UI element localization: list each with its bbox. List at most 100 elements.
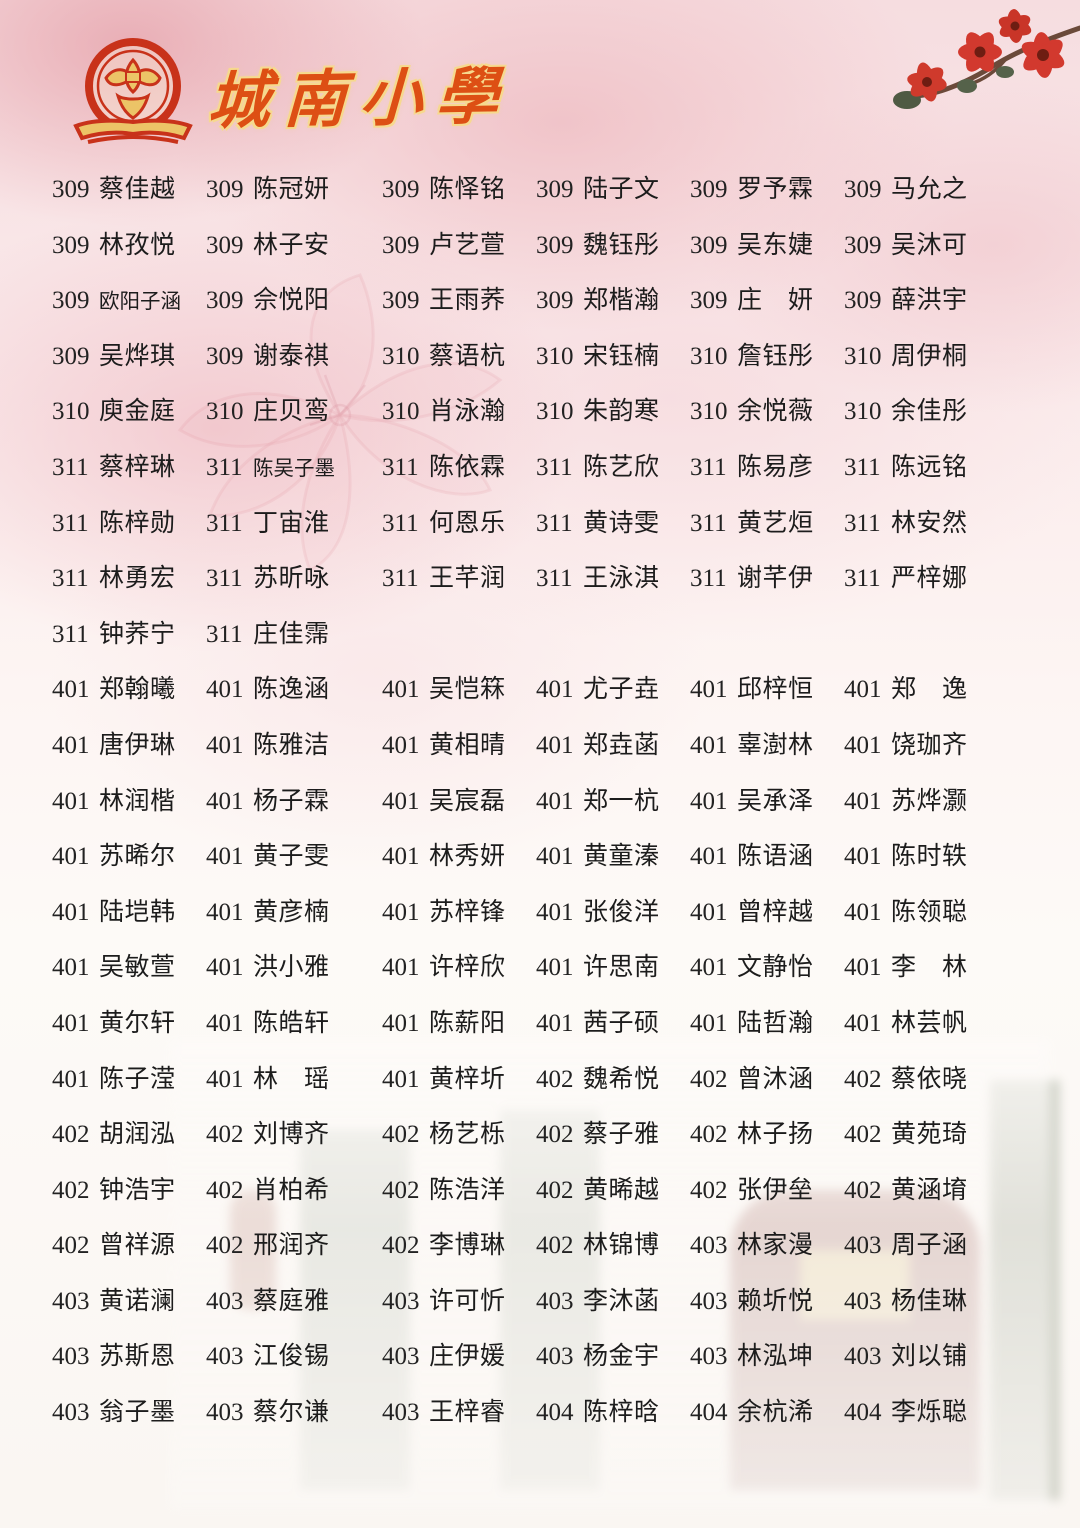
student-entry: 401 洪小雅 xyxy=(206,954,360,983)
student-entry: 402 蔡子雅 xyxy=(536,1121,690,1150)
class-number: 402 xyxy=(206,1232,244,1260)
class-number: 403 xyxy=(536,1343,574,1371)
student-entry: 309 吴烨琪 xyxy=(52,343,206,372)
student-entry: 401 林秀妍 xyxy=(382,843,536,872)
student-name: 黄尔轩 xyxy=(99,1009,176,1037)
class-number: 401 xyxy=(52,898,90,926)
student-name: 蔡依晓 xyxy=(891,1065,968,1093)
class-number: 401 xyxy=(382,1009,420,1037)
student-name: 林秀妍 xyxy=(429,843,506,871)
class-number: 310 xyxy=(536,342,574,370)
student-name: 林勇宏 xyxy=(99,565,176,593)
student-entry: 309 陈冠妍 xyxy=(206,176,360,205)
student-name: 辜澍林 xyxy=(737,731,814,759)
student-name: 庄伊媛 xyxy=(429,1343,506,1371)
class-number: 401 xyxy=(690,898,728,926)
student-name: 曾沐涵 xyxy=(737,1065,814,1093)
class-number: 401 xyxy=(52,676,90,704)
student-entry: 401 黄彦楠 xyxy=(206,899,360,928)
student-entry: 309 林孜悦 xyxy=(52,232,206,261)
class-number: 311 xyxy=(382,453,419,481)
student-entry: 401 许思南 xyxy=(536,954,690,983)
student-name: 曾梓越 xyxy=(737,898,814,926)
student-entry: 401 黄相晴 xyxy=(382,732,536,761)
student-entry: 309 吴东婕 xyxy=(690,232,844,261)
class-number: 402 xyxy=(690,1176,728,1204)
student-entry: 403 杨佳琳 xyxy=(844,1288,998,1317)
class-number: 401 xyxy=(382,731,420,759)
class-number: 401 xyxy=(206,1009,244,1037)
student-entry: 403 许可忻 xyxy=(382,1288,536,1317)
student-name: 陈皓轩 xyxy=(253,1009,330,1037)
class-number: 309 xyxy=(690,231,728,259)
student-entry: 403 王梓睿 xyxy=(382,1399,536,1428)
class-number: 401 xyxy=(382,676,420,704)
student-entry: 311 陈易彦 xyxy=(690,454,844,483)
student-name: 曾祥源 xyxy=(99,1232,176,1260)
roster-row: 310 庾金庭 310 庄贝鸾 310 肖泳瀚 310 朱韵寒 310 余悦薇 310 余佳彤 xyxy=(52,398,1037,454)
class-number: 309 xyxy=(690,287,728,315)
student-name: 黄子雯 xyxy=(253,843,330,871)
class-number: 309 xyxy=(52,176,90,203)
student-name: 余杭浠 xyxy=(737,1399,814,1427)
student-entry: 402 陈浩洋 xyxy=(382,1177,536,1206)
student-name: 黄诺澜 xyxy=(99,1287,176,1315)
student-name: 唐伊琳 xyxy=(99,731,176,759)
class-number: 401 xyxy=(52,731,90,759)
student-name: 詹钰彤 xyxy=(737,342,814,370)
student-name: 吴承泽 xyxy=(737,787,814,815)
student-name: 许梓欣 xyxy=(429,954,506,982)
student-entry: 403 赖圻悦 xyxy=(690,1288,844,1317)
student-entry: 401 苏梓锋 xyxy=(382,899,536,928)
student-entry: 309 魏钰彤 xyxy=(536,232,690,261)
roster-table: 309 蔡佳越 309 陈冠妍 309 陈怿铭 309 陆子文 309 罗予霖 309 马允之 309 林… xyxy=(52,176,1037,1455)
class-number: 401 xyxy=(382,1065,420,1093)
student-name: 陆子文 xyxy=(583,176,660,203)
student-name: 刘以铺 xyxy=(891,1343,968,1371)
student-name: 陈怿铭 xyxy=(429,176,506,203)
class-number: 311 xyxy=(536,453,573,481)
class-number: 310 xyxy=(844,398,882,426)
student-entry: 401 林芸帆 xyxy=(844,1010,998,1039)
roster-row: 401 林润楷 401 杨子霖 401 吴宸磊 401 郑一杭 401 吴承泽 401 苏烨灏 xyxy=(52,788,1037,844)
student-name: 文静怡 xyxy=(737,954,814,982)
student-entry: 401 唐伊琳 xyxy=(52,732,206,761)
student-entry: 401 郑垚菡 xyxy=(536,732,690,761)
class-number: 309 xyxy=(206,231,244,259)
class-number: 401 xyxy=(844,787,882,815)
class-number: 401 xyxy=(690,731,728,759)
student-entry: 309 谢泰祺 xyxy=(206,343,360,372)
class-number: 311 xyxy=(52,453,89,481)
class-number: 311 xyxy=(382,509,419,537)
student-entry: 403 刘以铺 xyxy=(844,1343,998,1372)
student-name: 谢芊伊 xyxy=(737,565,814,593)
student-entry: 401 陈薪阳 xyxy=(382,1010,536,1039)
class-number: 402 xyxy=(690,1121,728,1149)
student-name: 邢润齐 xyxy=(253,1232,330,1260)
student-name: 陈子滢 xyxy=(99,1065,176,1093)
class-number: 403 xyxy=(536,1287,574,1315)
class-number: 402 xyxy=(382,1121,420,1149)
class-number: 309 xyxy=(844,176,882,203)
student-entry: 310 庄贝鸾 xyxy=(206,398,360,427)
student-entry: 401 吴承泽 xyxy=(690,788,844,817)
class-number: 401 xyxy=(206,954,244,982)
student-name: 陆哲瀚 xyxy=(737,1009,814,1037)
student-name: 肖泳瀚 xyxy=(429,398,506,426)
class-number: 309 xyxy=(52,231,90,259)
roster-row: 401 黄尔轩 401 陈皓轩 401 陈薪阳 401 茜子硕 401 陆哲瀚 401 林芸帆 xyxy=(52,1010,1037,1066)
class-number: 311 xyxy=(206,509,243,537)
student-entry: 311 丁宙淮 xyxy=(206,510,360,539)
student-name: 许可忻 xyxy=(429,1287,506,1315)
student-entry: 401 郑一杭 xyxy=(536,788,690,817)
class-number: 401 xyxy=(844,676,882,704)
class-number: 401 xyxy=(382,898,420,926)
student-name: 茜子硕 xyxy=(583,1009,660,1037)
student-name: 陈冠妍 xyxy=(253,176,330,203)
class-number: 403 xyxy=(206,1343,244,1371)
student-entry: 401 郑翰曦 xyxy=(52,676,206,705)
roster-row: 401 郑翰曦 401 陈逸涵 401 吴恺箖 401 尤子垚 401 邱梓恒 401 郑 逸 xyxy=(52,676,1037,732)
roster-row: 311 陈梓勋 311 丁宙淮 311 何恩乐 311 黄诗雯 311 黄艺烜 311 林安然 xyxy=(52,510,1037,566)
student-name: 张伊垒 xyxy=(737,1176,814,1204)
roster-row: 403 苏斯恩 403 江俊锡 403 庄伊媛 403 杨金宇 403 林泓坤 403 刘以铺 xyxy=(52,1343,1037,1399)
